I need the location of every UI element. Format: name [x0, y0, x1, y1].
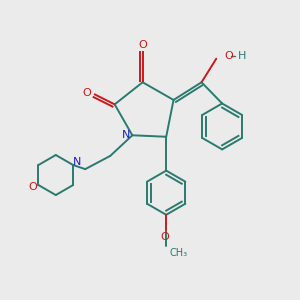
- Text: O: O: [138, 40, 147, 50]
- Text: O: O: [82, 88, 91, 98]
- Text: N: N: [122, 130, 130, 140]
- Text: O: O: [224, 51, 233, 61]
- Text: O: O: [160, 232, 169, 242]
- Text: O: O: [28, 182, 37, 191]
- Text: H: H: [238, 51, 246, 61]
- Text: CH₃: CH₃: [169, 248, 187, 258]
- Text: N: N: [73, 157, 82, 167]
